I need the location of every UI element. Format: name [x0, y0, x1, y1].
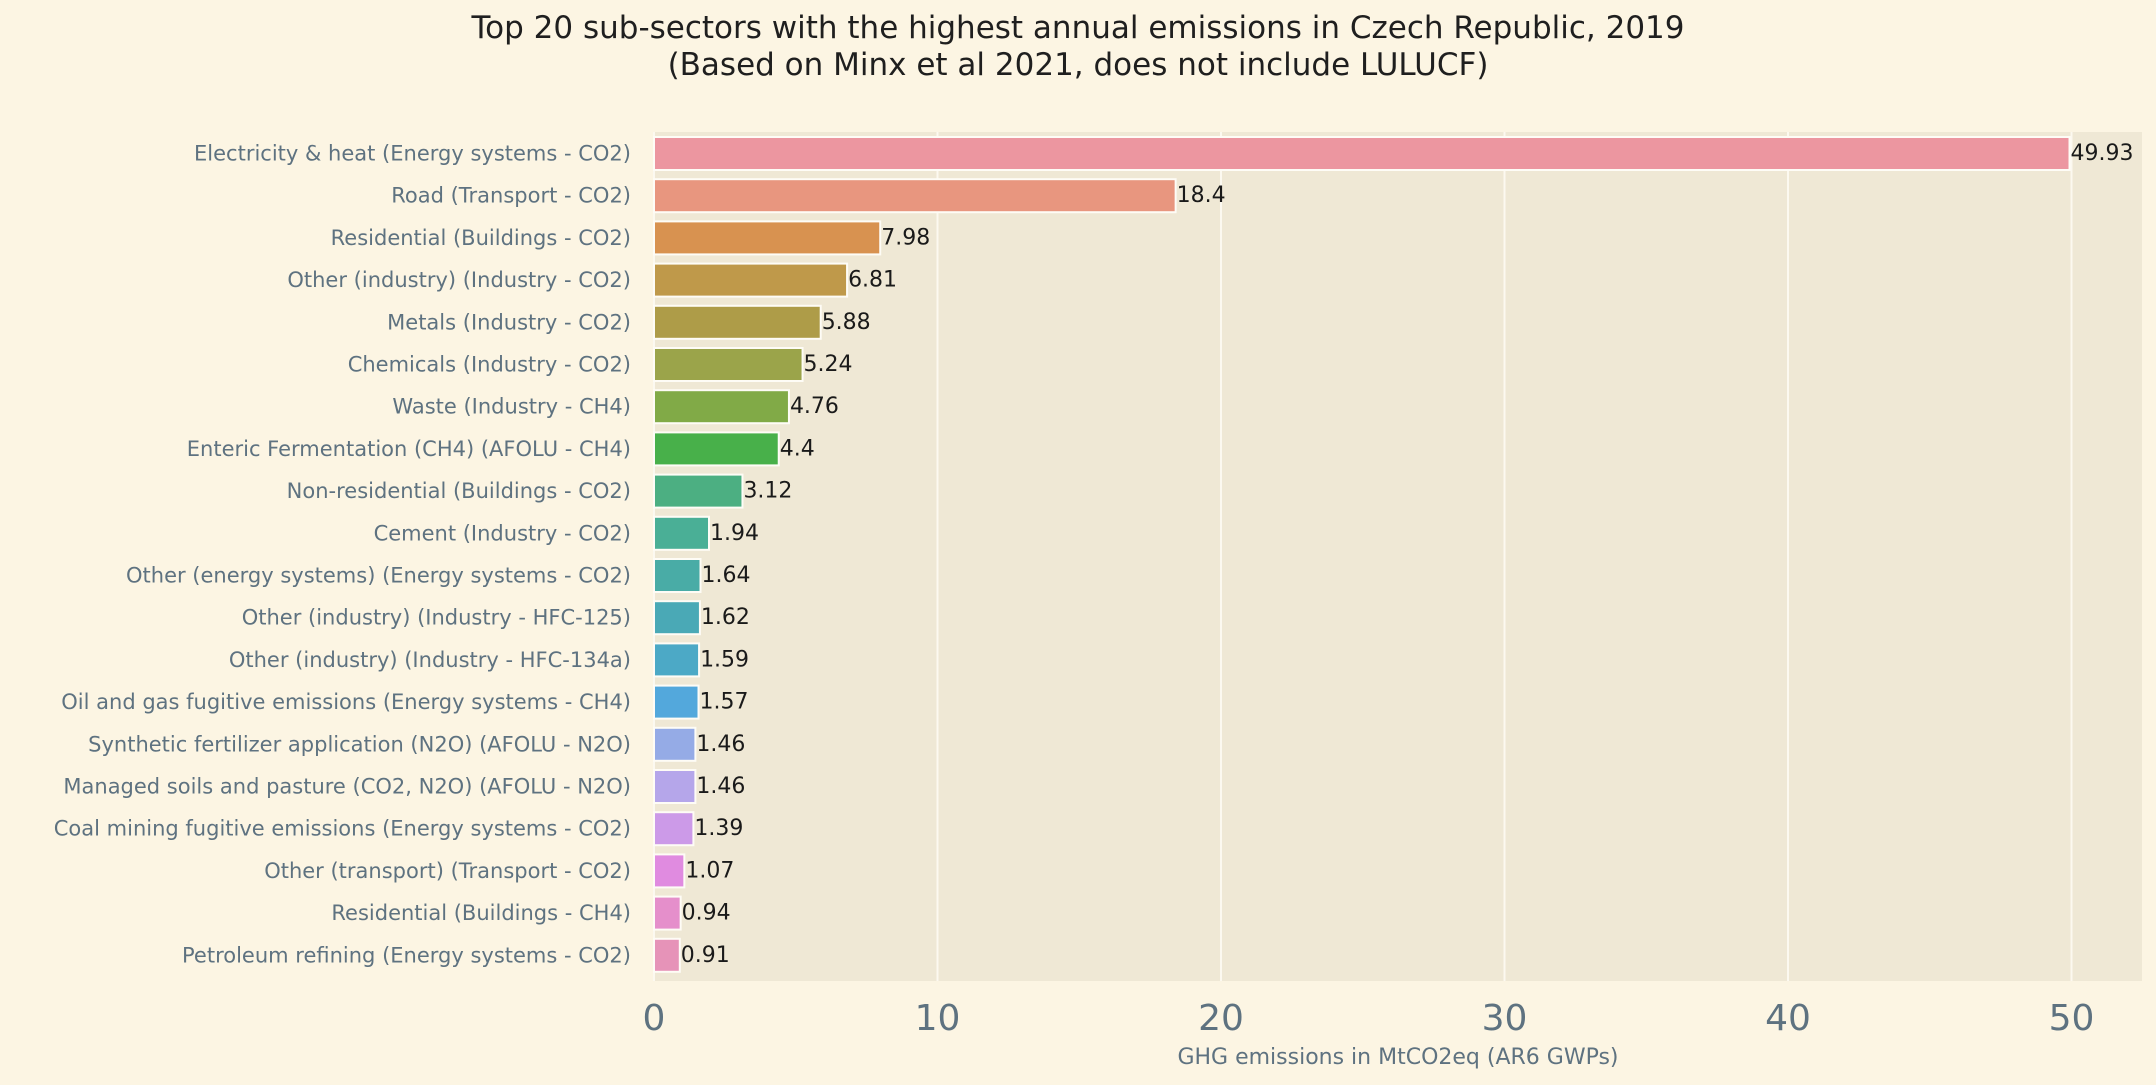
bar	[653, 473, 744, 509]
category-label: Managed soils and pasture (CO2, N2O) (AF…	[63, 775, 631, 799]
bar	[653, 515, 710, 551]
bar	[653, 304, 822, 340]
value-label: 1.94	[710, 521, 759, 546]
value-label: 5.24	[804, 352, 853, 377]
bar	[653, 262, 849, 298]
value-label: 1.62	[701, 605, 750, 630]
category-label: Chemicals (Industry - CO2)	[348, 353, 631, 377]
category-label: Cement (Industry - CO2)	[374, 521, 631, 545]
category-label: Oil and gas fugitive emissions (Energy s…	[61, 690, 631, 714]
x-axis-title: GHG emissions in MtCO2eq (AR6 GWPs)	[1177, 1045, 1618, 1070]
category-label: Enteric Fermentation (CH4) (AFOLU - CH4)	[187, 437, 631, 461]
value-label: 0.91	[681, 943, 730, 968]
bar	[653, 853, 686, 889]
bar	[653, 220, 882, 256]
value-label: 0.94	[682, 901, 731, 926]
category-label: Metals (Industry - CO2)	[387, 310, 631, 334]
value-labels: 49.93 18.4 7.98 6.81 5.88 5.24 4.76 4.4 3.12 1.94…	[681, 141, 2134, 968]
bar	[653, 895, 682, 931]
bar	[653, 136, 2071, 171]
bar	[653, 811, 695, 847]
value-label: 49.93	[2071, 141, 2134, 166]
chart-title: Top 20 sub-sectors with the highest annu…	[471, 10, 1685, 46]
bar	[653, 178, 1177, 214]
x-tick-label: 20	[1198, 998, 1244, 1039]
value-label: 1.39	[694, 816, 743, 841]
category-labels: Electricity & heat (Energy systems - CO2…	[54, 142, 631, 968]
bar	[653, 347, 804, 382]
bar	[653, 769, 697, 804]
x-tick-label: 10	[915, 998, 961, 1039]
value-label: 1.64	[701, 563, 750, 588]
category-label: Waste (Industry - CH4)	[392, 395, 631, 419]
bar	[653, 389, 790, 425]
category-label: Electricity & heat (Energy systems - CO2…	[194, 142, 631, 166]
value-label: 18.4	[1177, 183, 1226, 208]
category-label: Synthetic fertilizer application (N2O) (…	[88, 732, 631, 756]
x-tick-label: 50	[2049, 998, 2095, 1039]
value-label: 1.59	[700, 647, 749, 672]
bar	[653, 600, 701, 636]
value-label: 6.81	[848, 268, 897, 293]
category-label: Coal mining fugitive emissions (Energy s…	[54, 817, 631, 841]
bar	[653, 431, 780, 467]
bar	[653, 937, 681, 973]
category-label: Other (industry) (Industry - HFC-134a)	[229, 648, 631, 672]
category-label: Road (Transport - CO2)	[391, 184, 631, 208]
category-label: Other (industry) (Industry - CO2)	[287, 268, 631, 292]
bar	[653, 684, 700, 720]
bar	[653, 558, 702, 593]
category-label: Other (transport) (Transport - CO2)	[264, 859, 631, 883]
value-label: 1.07	[685, 858, 734, 883]
x-tick-label: 30	[1482, 998, 1528, 1039]
bar	[653, 726, 697, 762]
category-label: Residential (Buildings - CO2)	[331, 226, 631, 250]
x-tick-label: 0	[643, 998, 666, 1039]
category-label: Other (industry) (Industry - HFC-125)	[242, 606, 631, 630]
category-label: Non-residential (Buildings - CO2)	[287, 479, 631, 503]
category-label: Residential (Buildings - CH4)	[331, 901, 631, 925]
value-label: 3.12	[743, 479, 792, 504]
bar	[653, 642, 701, 678]
value-label: 1.57	[700, 690, 749, 715]
value-label: 1.46	[696, 774, 745, 799]
value-label: 1.46	[696, 732, 745, 757]
value-label: 4.76	[790, 394, 839, 419]
category-label: Petroleum refining (Energy systems - CO2…	[182, 943, 631, 967]
value-label: 5.88	[822, 310, 871, 335]
plot-area	[654, 132, 2142, 981]
bars	[653, 136, 2071, 973]
value-label: 7.98	[881, 225, 930, 250]
value-label: 4.4	[780, 436, 815, 461]
x-tick-label: 40	[1765, 998, 1811, 1039]
chart-subtitle: (Based on Minx et al 2021, does not incl…	[667, 47, 1489, 83]
category-label: Other (energy systems) (Energy systems -…	[126, 564, 631, 588]
x-axis-ticks: 0 10 20 30 40 50	[643, 998, 2095, 1039]
